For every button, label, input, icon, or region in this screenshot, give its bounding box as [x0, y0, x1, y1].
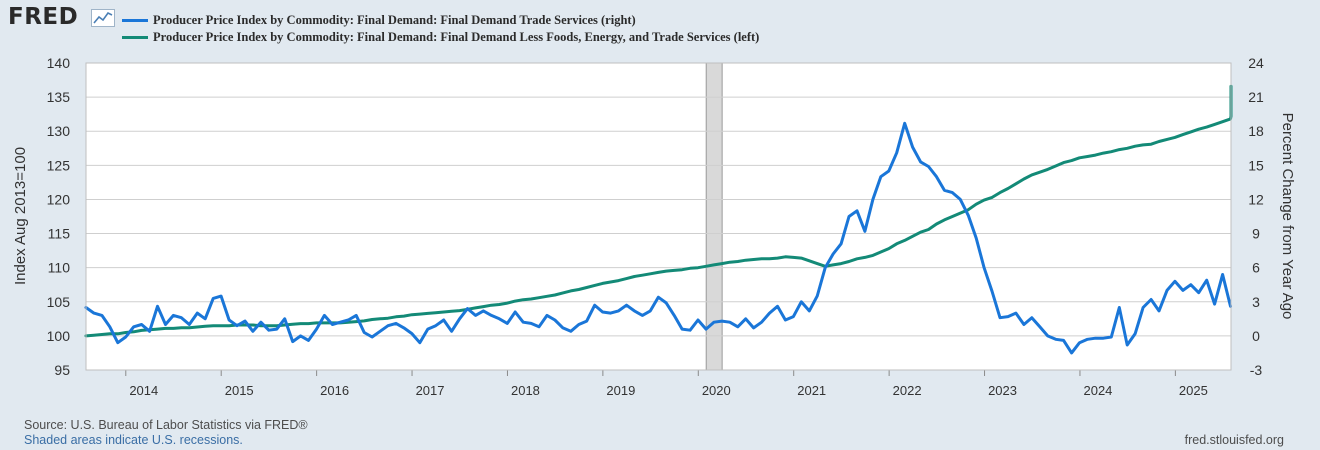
chart-header: FRED Producer Price Index by Commodity: … — [0, 0, 1320, 50]
x-tick-label: 2015 — [225, 383, 254, 398]
y-tick-label-right: -3 — [1250, 362, 1263, 378]
y-tick-label-left: 135 — [47, 89, 71, 105]
y-tick-label-left: 105 — [47, 294, 71, 310]
y-axis-label-left: Index Aug 2013=100 — [12, 147, 29, 285]
y-tick-label-right: 18 — [1248, 123, 1264, 139]
y-tick-label-right: 21 — [1248, 89, 1264, 105]
x-tick-label: 2018 — [511, 383, 540, 398]
source-note: Source: U.S. Bureau of Labor Statistics … — [24, 418, 308, 432]
y-tick-label-left: 95 — [54, 362, 70, 378]
plot-area — [86, 63, 1231, 370]
plot-border — [85, 62, 1232, 371]
y-tick-label-right: 0 — [1252, 328, 1260, 344]
x-tick-label: 2016 — [320, 383, 349, 398]
line-chart: 95 100 105 110 115 120 125 130 135 140 -3 0 3 6 9 12 15 1… — [12, 55, 1296, 398]
y-tick-label-left: 100 — [47, 328, 71, 344]
y-tick-label-left: 140 — [47, 55, 71, 71]
x-tick-label: 2024 — [1083, 383, 1112, 398]
x-tick-label: 2017 — [416, 383, 445, 398]
y-axis-label-right: Percent Change from Year Ago — [1279, 113, 1296, 320]
series-line-trade-services — [84, 121, 1232, 355]
y-tick-label-left: 130 — [47, 123, 71, 139]
y-tick-label-right: 9 — [1252, 226, 1260, 242]
y-tick-label-left: 110 — [48, 260, 71, 276]
y-tick-label-left: 120 — [47, 191, 71, 207]
legend-item-trade-services[interactable]: Producer Price Index by Commodity: Final… — [122, 12, 759, 29]
chart-footer-source: Source: U.S. Bureau of Labor Statistics … — [24, 418, 308, 448]
site-url[interactable]: fred.stlouisfed.org — [1184, 433, 1284, 447]
y-tick-label-right: 3 — [1252, 294, 1260, 310]
y-tick-label-right: 12 — [1248, 191, 1264, 207]
legend-swatch-green — [122, 36, 148, 39]
x-tick-label: 2023 — [988, 383, 1017, 398]
y-tick-label-right: 15 — [1248, 157, 1264, 173]
x-tick-label: 2025 — [1179, 383, 1208, 398]
recession-note[interactable]: Shaded areas indicate U.S. recessions. — [24, 433, 243, 447]
y-tick-label-left: 115 — [48, 226, 71, 242]
y-tick-label-left: 125 — [47, 157, 71, 173]
legend-label-less-trade-services: Producer Price Index by Commodity: Final… — [153, 30, 760, 44]
series-lines — [84, 84, 1233, 355]
x-tick-label: 2020 — [702, 383, 731, 398]
chart-legend: Producer Price Index by Commodity: Final… — [122, 12, 759, 46]
y-tick-label-right: 24 — [1248, 55, 1264, 71]
axes: 95 100 105 110 115 120 125 130 135 140 -3 0 3 6 9 12 15 1… — [47, 55, 1264, 398]
legend-label-trade-services: Producer Price Index by Commodity: Final… — [153, 13, 636, 27]
series-line-less-trade-services — [84, 84, 1233, 338]
x-tick-label: 2014 — [129, 383, 158, 398]
legend-swatch-blue — [122, 19, 148, 22]
y-tick-label-right: 6 — [1252, 260, 1260, 276]
line-chart-icon — [91, 9, 115, 27]
fred-logo[interactable]: FRED — [8, 4, 79, 30]
x-tick-label: 2019 — [606, 383, 635, 398]
x-tick-label: 2021 — [797, 383, 826, 398]
x-tick-label: 2022 — [893, 383, 922, 398]
legend-item-less-trade-services[interactable]: Producer Price Index by Commodity: Final… — [122, 29, 759, 46]
